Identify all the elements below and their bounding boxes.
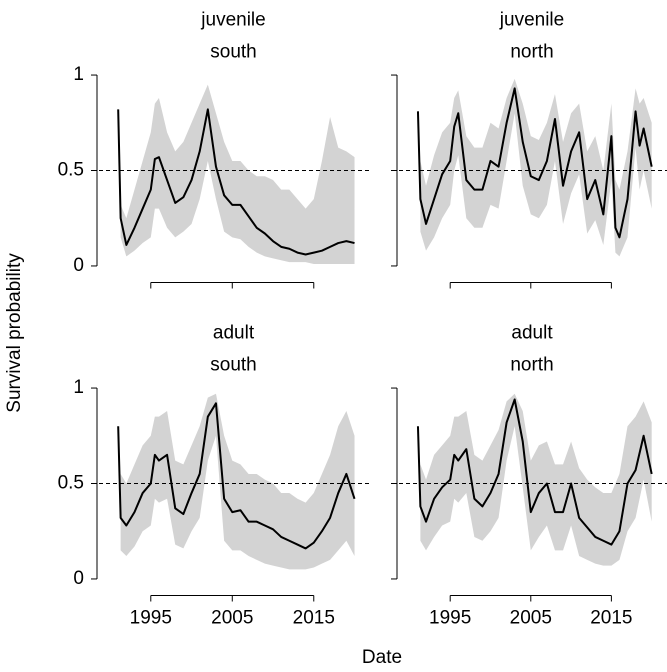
panel-subtitle: north bbox=[510, 42, 553, 63]
x-tick-label: 1995 bbox=[130, 608, 172, 629]
x-tick-label: 2005 bbox=[211, 608, 253, 629]
panel-title: adult bbox=[511, 323, 553, 344]
y-tick-label: 1 bbox=[73, 377, 84, 398]
panel-title: adult bbox=[213, 323, 255, 344]
y-tick-label: 0 bbox=[73, 568, 84, 589]
confidence-band bbox=[120, 84, 355, 265]
series-line bbox=[416, 87, 653, 239]
y-axis-label: Survival probability bbox=[4, 253, 25, 413]
x-tick-label: 2005 bbox=[510, 608, 552, 629]
x-tick-label: 1995 bbox=[429, 608, 471, 629]
confidence-band bbox=[120, 393, 355, 570]
panel-title: juvenile bbox=[499, 10, 564, 31]
series-line bbox=[117, 402, 356, 550]
confidence-band bbox=[420, 78, 652, 257]
series-line bbox=[416, 398, 653, 546]
x-axis-label: Date bbox=[362, 647, 402, 668]
x-tick-label: 2015 bbox=[293, 608, 335, 629]
panel-subtitle: south bbox=[210, 355, 256, 376]
y-tick-label: 0.5 bbox=[58, 473, 84, 494]
panel-title: juvenile bbox=[200, 10, 265, 31]
panel-subtitle: north bbox=[510, 355, 553, 376]
panel-subtitle: south bbox=[210, 42, 256, 63]
y-tick-label: 0 bbox=[73, 255, 84, 276]
confidence-band bbox=[420, 393, 652, 566]
y-tick-label: 1 bbox=[73, 64, 84, 85]
y-tick-label: 0.5 bbox=[58, 160, 84, 181]
x-tick-label: 2015 bbox=[590, 608, 632, 629]
series-line bbox=[117, 108, 355, 256]
